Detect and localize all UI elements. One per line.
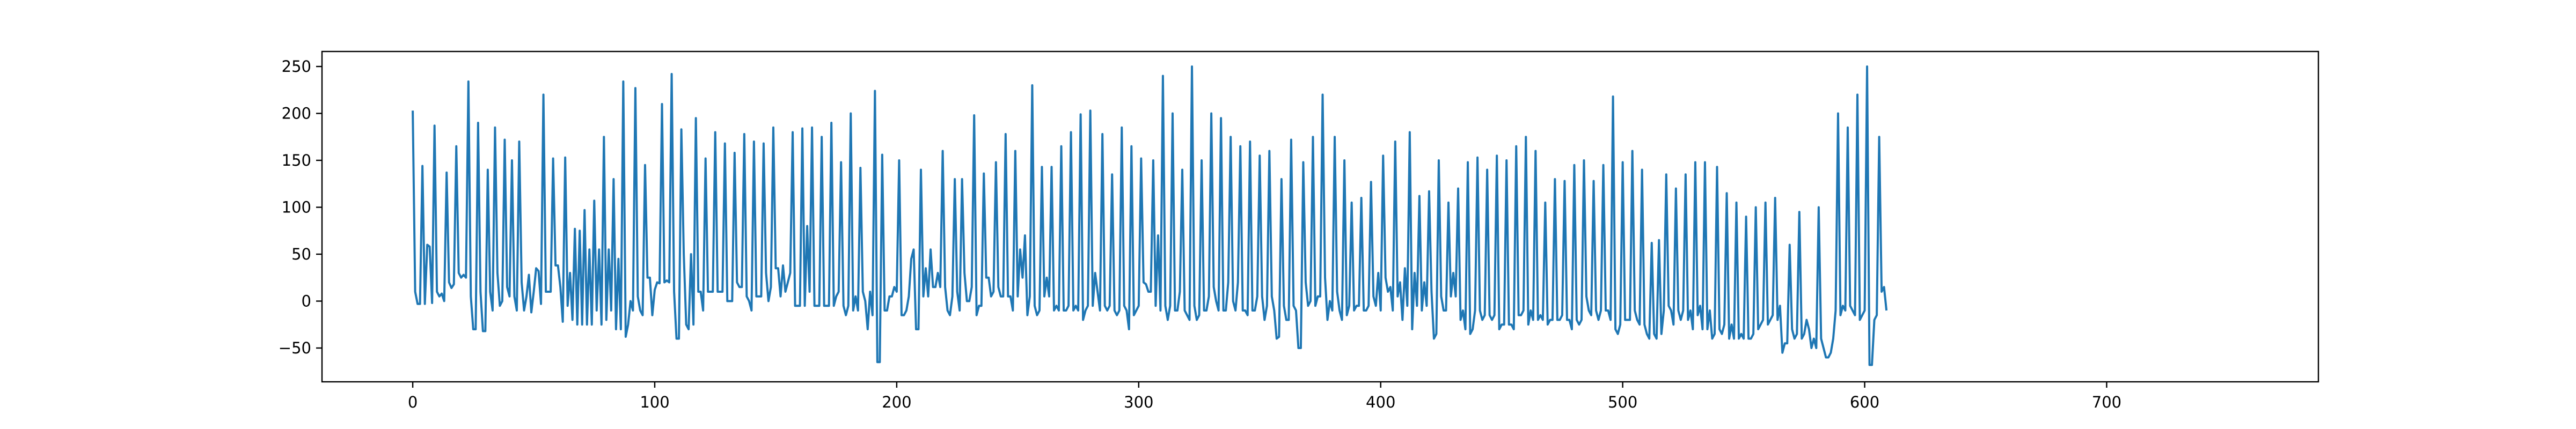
- axes-frame: [321, 50, 2319, 383]
- x-tick-label: 100: [640, 393, 669, 411]
- y-tick-label: 250: [282, 57, 311, 76]
- y-tick-label: 50: [291, 245, 311, 263]
- x-axis: 0 100 200 300 400 500 600 700: [408, 382, 2121, 411]
- x-tick-label: 0: [408, 393, 418, 411]
- x-tick-label: 300: [1124, 393, 1153, 411]
- x-tick-label: 200: [882, 393, 911, 411]
- x-tick-label: 700: [2092, 393, 2121, 411]
- x-tick-label: 500: [1608, 393, 1637, 411]
- y-tick-label: 150: [282, 151, 311, 169]
- x-tick-label: 400: [1366, 393, 1395, 411]
- y-axis: −50 0 50 100 150 200 250: [279, 57, 322, 357]
- x-tick-label: 600: [1850, 393, 1879, 411]
- plot-area: [412, 65, 1888, 366]
- y-tick-label: 200: [282, 105, 311, 123]
- series-line: [412, 65, 1888, 366]
- y-tick-label: −50: [279, 339, 311, 357]
- y-tick-label: 0: [302, 292, 311, 310]
- y-tick-label: 100: [282, 198, 311, 217]
